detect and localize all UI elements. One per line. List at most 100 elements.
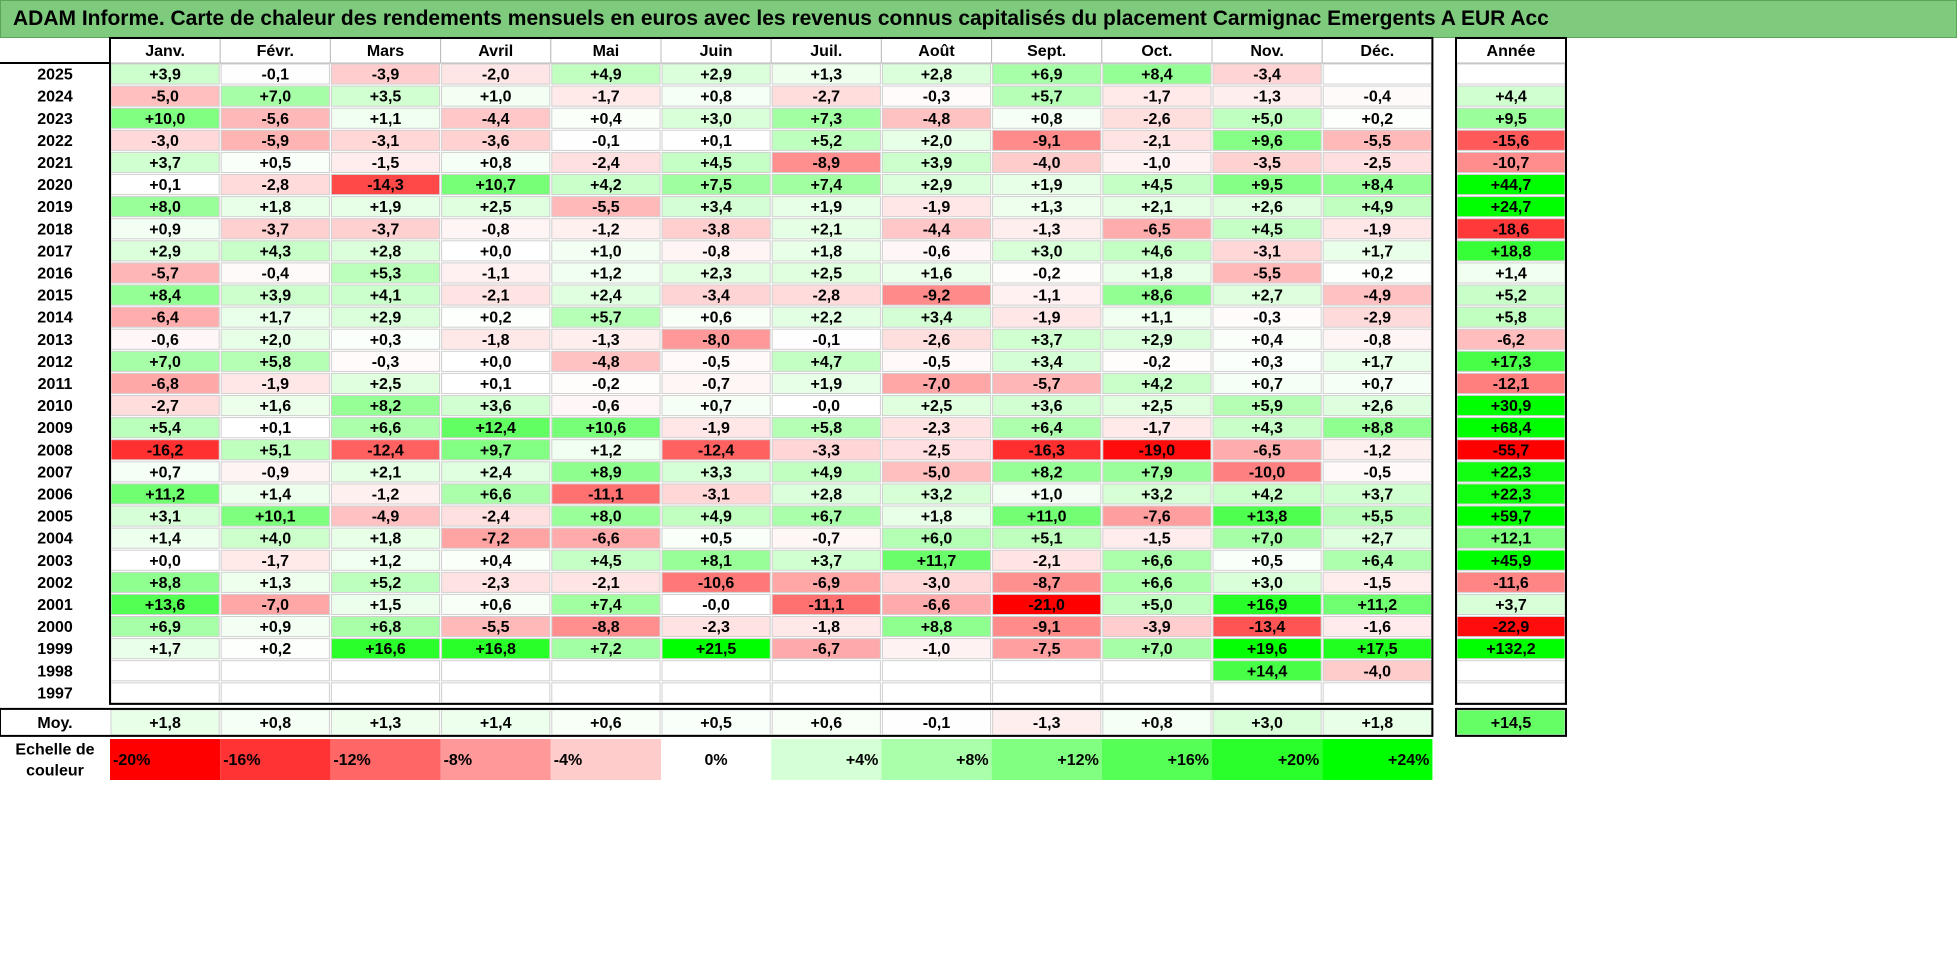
heat-cell [881,549,992,571]
average-cell [1322,709,1432,736]
cell-value: +5,4 [149,420,181,437]
year-label: 2024 [37,89,73,106]
heat-cell [1322,682,1432,704]
heat-cell [881,306,992,328]
cell-value: -1,9 [262,376,290,393]
heat-cell [1102,439,1212,461]
cell-value: +2,5 [370,376,402,393]
heat-cell [992,439,1102,461]
cell-value: -6,7 [813,641,841,658]
year-label: 2000 [37,619,73,636]
cell-value: -1,3 [592,332,620,349]
heat-cell [881,461,992,483]
year-label: 2013 [37,332,73,349]
cell-value: +5,1 [1031,531,1063,548]
cell-value: +1,7 [260,310,292,327]
heat-cell [1322,63,1432,85]
cell-value: -4,0 [1364,663,1392,680]
cell-value: +1,9 [811,199,843,216]
scale-label: +24% [1388,752,1429,769]
heat-cell [771,129,881,151]
cell-value: -3,9 [1143,619,1171,636]
heat-cell [661,328,771,350]
heat-cell [661,196,771,218]
heat-cell [1322,505,1432,527]
cell-value: +6,0 [921,531,953,548]
average-value: +1,8 [1362,715,1394,732]
month-header: Déc. [1360,43,1394,60]
heat-cell [1212,527,1322,549]
heat-cell [661,395,771,417]
heat-cell [1102,549,1212,571]
average-cell [110,709,220,736]
cell-value: +0,7 [1362,376,1394,393]
cell-value: -0,2 [1143,354,1171,371]
heat-cell [881,439,992,461]
scale-swatch [881,739,992,780]
cell-value: +2,9 [1141,332,1173,349]
heat-cell [220,350,330,372]
heat-cell [551,284,661,306]
cell-value: -2,4 [592,155,620,172]
heat-cell [330,129,441,151]
heat-cell [441,306,551,328]
year-label: 2011 [38,376,73,393]
heat-cell [330,417,441,439]
annual-value: +44,7 [1491,177,1532,194]
heat-cell [1322,439,1432,461]
cell-value: +5,0 [1251,111,1283,128]
heat-cell [992,151,1102,173]
cell-value: +8,6 [1141,288,1173,305]
cell-value: -12,4 [367,442,404,459]
cell-value: +0,1 [149,177,181,194]
heat-cell [661,461,771,483]
heat-cell [661,549,771,571]
cell-value: +0,1 [700,133,732,150]
heat-cell [441,372,551,394]
cell-value: +2,1 [1141,199,1173,216]
heat-cell [441,461,551,483]
heat-cell [441,660,551,682]
heat-cell [1212,372,1322,394]
cell-value: -2,1 [482,288,510,305]
scale-label: -20% [113,752,150,769]
average-value: +0,6 [811,715,843,732]
heat-cell [992,218,1102,240]
heat-cell [881,107,992,129]
heat-cell [1322,549,1432,571]
heat-cell [551,682,661,704]
heat-cell [441,483,551,505]
average-cell [330,709,441,736]
month-header: Janv. [145,43,185,60]
heat-cell [1322,218,1432,240]
year-label: 2023 [37,111,73,128]
cell-value: +5,1 [260,442,292,459]
heat-cell [771,660,881,682]
heat-cell [771,527,881,549]
cell-value: -7,0 [262,597,290,614]
heat-cell [220,129,330,151]
year-label: 2003 [37,553,73,570]
cell-value: -21,0 [1028,597,1065,614]
annual-value: +18,8 [1491,243,1532,260]
cell-value: +1,8 [260,199,292,216]
heat-cell [551,240,661,262]
heat-cell [1212,240,1322,262]
cell-value: -3,1 [702,486,730,503]
heat-cell [1322,196,1432,218]
heat-cell [881,616,992,638]
scale-swatch [110,739,221,780]
heat-cell [661,218,771,240]
heat-cell [551,638,661,660]
heat-cell [771,107,881,129]
cell-value: +3,9 [260,288,292,305]
average-value: -1,3 [1033,715,1061,732]
cell-value: +2,1 [370,464,402,481]
cell-value: +19,6 [1247,641,1288,658]
cell-value: +4,5 [590,553,622,570]
cell-value: -2,3 [482,575,510,592]
heat-cell [551,306,661,328]
cell-value: +2,0 [260,332,292,349]
annual-value: +3,7 [1495,597,1527,614]
cell-value: +0,8 [1031,111,1063,128]
